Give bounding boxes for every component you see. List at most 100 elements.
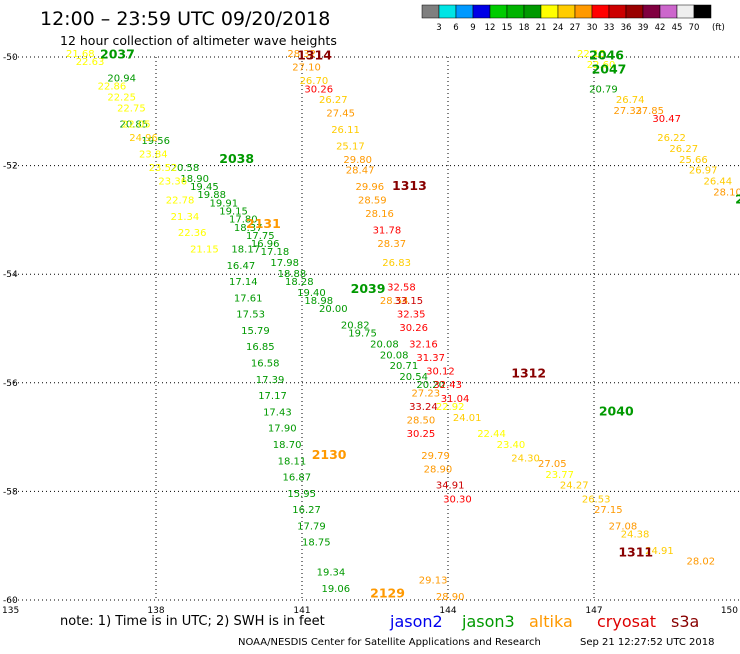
pass-number-label: 2037 <box>100 47 135 62</box>
swh-label: 20.94 <box>107 73 136 84</box>
swh-label: 29.79 <box>421 451 450 462</box>
pass-number-label: 2039 <box>351 281 386 296</box>
swh-label: 16.87 <box>283 473 312 484</box>
colorbar-label: 24 <box>553 23 564 33</box>
colorbar-label: 36 <box>621 23 632 33</box>
swh-label: 23.84 <box>139 149 168 160</box>
swh-label: 17.75 <box>246 231 275 242</box>
swh-label: 18.98 <box>304 296 333 307</box>
colorbar-swatch <box>540 4 559 19</box>
pass-number-label: 2038 <box>219 151 254 166</box>
swh-label: 19.34 <box>317 568 346 579</box>
swh-label: 25.66 <box>679 155 708 166</box>
colorbar-swatch <box>642 4 661 19</box>
swh-label: 19.40 <box>297 288 326 299</box>
swh-label: 29.13 <box>419 576 448 587</box>
colorbar-label: 45 <box>672 23 683 33</box>
colorbar-swatch <box>506 4 525 19</box>
footer-timestamp: Sep 21 12:27:52 UTC 2018 <box>580 637 714 648</box>
swh-label: 21.34 <box>171 212 200 223</box>
swh-label: 24.30 <box>511 454 540 465</box>
swh-label: 22.15 <box>577 49 606 60</box>
swh-label: 27.10 <box>292 63 321 74</box>
colorbar-swatch <box>693 4 712 19</box>
swh-label: 28.50 <box>407 416 436 427</box>
swh-label: 27.23 <box>412 388 441 399</box>
swh-label: 28.37 <box>377 239 406 250</box>
pass-number-label: 1314 <box>297 48 332 63</box>
colorbar-swatch <box>523 4 542 19</box>
swh-label: 31.78 <box>373 225 402 236</box>
swh-label: 20.85 <box>120 120 149 131</box>
swh-label: 17.80 <box>229 215 258 226</box>
y-tick-label: -50 <box>3 53 18 63</box>
swh-label: 33.15 <box>394 296 423 307</box>
colorbar-swatch <box>455 4 474 19</box>
y-tick-label: -58 <box>3 487 18 497</box>
swh-label: 27.45 <box>326 109 355 120</box>
swh-label: 27.15 <box>594 505 623 516</box>
swh-label: 15.95 <box>287 489 316 500</box>
swh-label: 28.54 <box>380 296 409 307</box>
y-tick-label: -56 <box>3 379 18 389</box>
swh-label: 22.78 <box>166 196 195 207</box>
x-tick-label: 147 <box>585 606 602 616</box>
footer-note: note: 1) Time is in UTC; 2) SWH is in fe… <box>60 614 325 629</box>
swh-label: 22.63 <box>76 57 105 68</box>
swh-label: 24.96 <box>129 133 158 144</box>
swh-label: 16.58 <box>251 359 280 370</box>
swh-label: 21.15 <box>190 244 219 255</box>
swh-label: 17.90 <box>268 424 297 435</box>
swh-label: 18.90 <box>180 174 209 185</box>
swh-label: 18.37 <box>234 223 263 234</box>
swh-label: 19.75 <box>348 329 377 340</box>
pass-number-label: 2046 <box>589 48 624 63</box>
colorbar-swatch <box>676 4 695 19</box>
swh-label: 30.47 <box>652 114 681 125</box>
swh-label: 28.47 <box>346 166 375 177</box>
pass-number-label: 2 <box>735 192 740 207</box>
swh-label: 22.25 <box>107 92 136 103</box>
swh-label: 26.27 <box>319 95 348 106</box>
swh-label: 19.06 <box>321 584 350 595</box>
colorbar-swatch <box>574 4 593 19</box>
swh-label: 26.97 <box>689 166 718 177</box>
swh-label: 26.27 <box>669 144 698 155</box>
x-tick-label: 138 <box>147 606 164 616</box>
x-tick-label: 150 <box>721 606 738 616</box>
colorbar-label: 21 <box>536 23 547 33</box>
colorbar-label: 18 <box>519 23 530 33</box>
pass-number-label: 1312 <box>511 365 546 380</box>
gridlines <box>10 56 740 601</box>
swh-label: 29.80 <box>343 155 372 166</box>
swh-label: 28.32 <box>287 49 316 60</box>
swh-label: 26.74 <box>616 95 645 106</box>
swh-label: 28.90 <box>424 464 453 475</box>
colorbar-label: 70 <box>689 23 700 33</box>
swh-label: 20.79 <box>589 84 618 95</box>
swh-label: 32.43 <box>433 380 462 391</box>
swh-label: 16.96 <box>251 239 280 250</box>
swh-label: 22.05 <box>122 120 151 131</box>
satellite-legend-jason3: jason3 <box>461 612 515 631</box>
swh-label: 29.96 <box>356 182 385 193</box>
colorbar-swatch <box>591 4 610 19</box>
swh-label: 28.59 <box>358 196 387 207</box>
swh-label: 18.17 <box>231 244 260 255</box>
x-tick-label: 135 <box>2 606 19 616</box>
pass-number-label: 1313 <box>392 178 427 193</box>
swh-label: 32.58 <box>387 282 416 293</box>
colorbar-label: 15 <box>502 23 513 33</box>
swh-label: 26.11 <box>331 125 360 136</box>
swh-label: 22.60 <box>587 60 616 71</box>
colorbar-label: 27 <box>570 23 581 33</box>
swh-label: 20.08 <box>380 350 409 361</box>
swh-label: 20.82 <box>341 321 370 332</box>
swh-label: 24.27 <box>560 481 589 492</box>
swh-label: 17.61 <box>234 293 263 304</box>
swh-label: 20.58 <box>171 163 200 174</box>
colorbar-label: 9 <box>470 23 475 33</box>
